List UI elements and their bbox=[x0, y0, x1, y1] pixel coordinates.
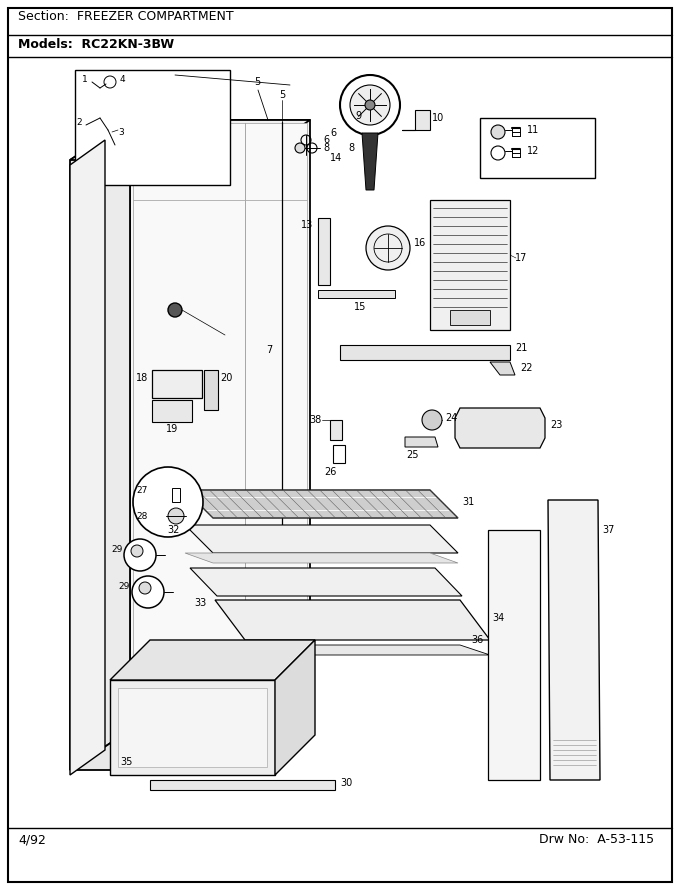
Polygon shape bbox=[130, 120, 310, 730]
Polygon shape bbox=[70, 730, 310, 770]
Polygon shape bbox=[185, 553, 458, 563]
Text: 8: 8 bbox=[323, 143, 329, 153]
Polygon shape bbox=[70, 120, 310, 160]
Text: 5: 5 bbox=[279, 90, 285, 100]
Text: 5: 5 bbox=[254, 77, 260, 87]
Polygon shape bbox=[70, 120, 130, 770]
Text: 28: 28 bbox=[137, 512, 148, 521]
Text: 31: 31 bbox=[462, 497, 474, 507]
Text: 16: 16 bbox=[414, 238, 426, 248]
Text: 1: 1 bbox=[82, 75, 88, 84]
Bar bbox=[75, 70, 230, 185]
Circle shape bbox=[340, 75, 400, 135]
Circle shape bbox=[491, 125, 505, 139]
Circle shape bbox=[131, 545, 143, 557]
Polygon shape bbox=[185, 490, 458, 518]
Text: 26: 26 bbox=[324, 467, 336, 477]
Polygon shape bbox=[318, 218, 330, 285]
Bar bbox=[172, 488, 180, 502]
Text: 25: 25 bbox=[406, 450, 418, 460]
Polygon shape bbox=[275, 640, 315, 775]
Circle shape bbox=[133, 467, 203, 537]
Text: 33: 33 bbox=[194, 598, 206, 608]
Circle shape bbox=[295, 143, 305, 153]
Text: 6: 6 bbox=[323, 135, 329, 145]
Text: Drw No:  A-53-115: Drw No: A-53-115 bbox=[539, 833, 654, 846]
Bar bbox=[152, 370, 202, 398]
Bar bbox=[450, 310, 490, 325]
Text: 10: 10 bbox=[432, 113, 444, 123]
Text: 4: 4 bbox=[120, 75, 126, 84]
Polygon shape bbox=[318, 290, 395, 298]
Polygon shape bbox=[215, 600, 490, 640]
Text: 37: 37 bbox=[602, 525, 614, 535]
Text: 18: 18 bbox=[136, 373, 148, 383]
Polygon shape bbox=[190, 568, 462, 596]
Text: 22: 22 bbox=[520, 363, 532, 373]
Text: 36: 36 bbox=[472, 635, 484, 645]
Text: 9: 9 bbox=[355, 111, 361, 121]
Text: 17: 17 bbox=[515, 253, 528, 263]
Polygon shape bbox=[340, 345, 510, 360]
Text: 3: 3 bbox=[118, 128, 124, 137]
Circle shape bbox=[366, 226, 410, 270]
Polygon shape bbox=[110, 680, 275, 775]
Text: 14: 14 bbox=[330, 153, 342, 163]
Polygon shape bbox=[133, 123, 307, 727]
Text: 15: 15 bbox=[354, 302, 367, 312]
Polygon shape bbox=[405, 437, 438, 447]
Bar bbox=[480, 118, 595, 178]
Text: 20: 20 bbox=[220, 373, 233, 383]
Text: 11: 11 bbox=[527, 125, 539, 135]
Bar bbox=[330, 420, 342, 440]
Text: 6: 6 bbox=[330, 128, 336, 138]
Bar bbox=[333, 445, 345, 463]
Bar bbox=[152, 400, 192, 422]
Text: 32: 32 bbox=[168, 525, 180, 535]
Polygon shape bbox=[455, 408, 545, 448]
Text: 29: 29 bbox=[112, 545, 123, 554]
Text: 12: 12 bbox=[527, 146, 539, 156]
Polygon shape bbox=[402, 110, 430, 130]
Text: 38: 38 bbox=[310, 415, 322, 425]
Text: 19: 19 bbox=[166, 424, 178, 434]
Circle shape bbox=[350, 85, 390, 125]
Circle shape bbox=[422, 410, 442, 430]
Polygon shape bbox=[118, 688, 267, 767]
Text: Models:  RC22KN-3BW: Models: RC22KN-3BW bbox=[18, 38, 174, 51]
Polygon shape bbox=[150, 780, 335, 790]
Text: 4/92: 4/92 bbox=[18, 833, 46, 846]
Text: 35: 35 bbox=[120, 757, 133, 767]
Text: 29: 29 bbox=[118, 581, 130, 590]
Circle shape bbox=[168, 303, 182, 317]
Circle shape bbox=[132, 576, 164, 608]
Polygon shape bbox=[110, 640, 315, 680]
Text: 7: 7 bbox=[266, 345, 272, 355]
Text: 2: 2 bbox=[76, 118, 82, 127]
Polygon shape bbox=[362, 133, 378, 190]
Polygon shape bbox=[215, 645, 490, 655]
Circle shape bbox=[124, 539, 156, 571]
Text: 21: 21 bbox=[515, 343, 528, 353]
Polygon shape bbox=[548, 500, 600, 780]
Text: 34: 34 bbox=[492, 613, 505, 623]
Polygon shape bbox=[185, 525, 458, 553]
Circle shape bbox=[365, 100, 375, 110]
Polygon shape bbox=[488, 530, 540, 780]
Polygon shape bbox=[490, 362, 515, 375]
Bar bbox=[204, 370, 218, 410]
Circle shape bbox=[139, 582, 151, 594]
Text: 27: 27 bbox=[137, 486, 148, 495]
Circle shape bbox=[168, 508, 184, 524]
Text: 13: 13 bbox=[301, 220, 313, 230]
Text: Section:  FREEZER COMPARTMENT: Section: FREEZER COMPARTMENT bbox=[18, 10, 234, 23]
Text: 24: 24 bbox=[445, 413, 458, 423]
Polygon shape bbox=[70, 140, 105, 775]
Polygon shape bbox=[430, 200, 510, 330]
Text: 23: 23 bbox=[550, 420, 562, 430]
Text: 30: 30 bbox=[340, 778, 352, 788]
Text: 8: 8 bbox=[348, 143, 354, 153]
